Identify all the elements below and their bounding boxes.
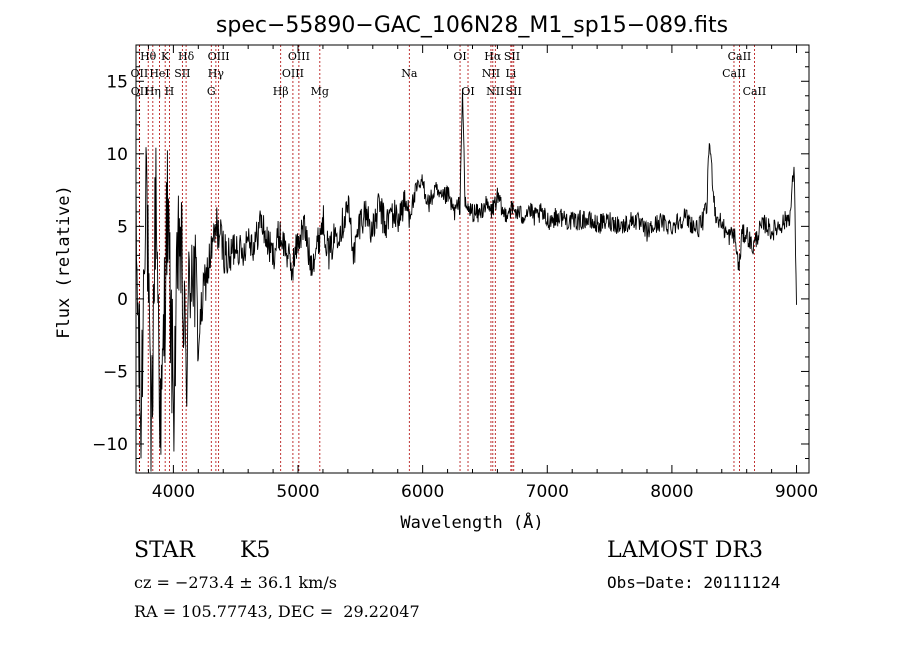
line-label: K bbox=[161, 50, 170, 63]
line-label: SII bbox=[504, 50, 520, 63]
line-label: SII bbox=[174, 67, 190, 80]
line-label: Li bbox=[505, 67, 516, 80]
object-class: STAR bbox=[134, 538, 195, 563]
line-label: Hγ bbox=[208, 67, 225, 80]
line-label: OII bbox=[131, 85, 149, 98]
line-label: Hθ bbox=[140, 50, 157, 63]
line-label: OI bbox=[461, 85, 474, 98]
line-label: CaII bbox=[728, 50, 752, 63]
line-label: H bbox=[165, 85, 175, 98]
line-label: OIII bbox=[282, 67, 304, 80]
x-axis-label: Wavelength (Å) bbox=[400, 511, 543, 533]
line-label: CaII bbox=[722, 67, 746, 80]
y-axis-label: Flux (relative) bbox=[54, 185, 74, 339]
line-label: NII bbox=[482, 67, 500, 80]
line-label: NII bbox=[486, 85, 504, 98]
y-tick-label: −10 bbox=[92, 435, 128, 455]
spectrum-line bbox=[135, 88, 797, 472]
x-axis-ticks: 4000 5000 6000 7000 8000 9000 bbox=[147, 45, 818, 502]
line-label: CaII bbox=[743, 85, 767, 98]
redshift-velocity: cz = −273.4 ± 36.1 km/s bbox=[134, 573, 337, 592]
y-tick-label: 15 bbox=[106, 72, 128, 92]
line-label: Hη bbox=[145, 85, 161, 98]
line-label: HeI bbox=[149, 67, 169, 80]
line-label: Hα bbox=[484, 50, 502, 63]
spectral-line-markers bbox=[138, 45, 755, 473]
y-tick-label: 5 bbox=[117, 217, 128, 237]
line-label: OII bbox=[131, 67, 149, 80]
line-label: OIII bbox=[288, 50, 310, 63]
plot-frame bbox=[135, 44, 810, 474]
chart-title: spec−55890−GAC_106N28_M1_sp15−089.fits bbox=[216, 13, 728, 38]
y-axis-ticks: −10 −5 0 5 10 15 bbox=[92, 51, 809, 459]
line-label: G bbox=[207, 85, 216, 98]
line-label: Mg bbox=[311, 85, 329, 98]
line-label: OIII bbox=[208, 50, 230, 63]
x-tick-label: 8000 bbox=[650, 482, 693, 502]
y-tick-label: −5 bbox=[103, 362, 128, 382]
line-label: Na bbox=[401, 67, 418, 80]
x-tick-label: 7000 bbox=[526, 482, 569, 502]
y-tick-label: 0 bbox=[117, 290, 128, 310]
x-tick-label: 9000 bbox=[775, 482, 818, 502]
survey-name: LAMOST DR3 bbox=[607, 538, 763, 563]
x-tick-label: 4000 bbox=[152, 482, 195, 502]
x-tick-label: 5000 bbox=[276, 482, 319, 502]
line-label: Hδ bbox=[178, 50, 195, 63]
spectrum-series bbox=[135, 88, 797, 472]
object-subclass: K5 bbox=[240, 538, 271, 563]
x-tick-label: 6000 bbox=[401, 482, 444, 502]
observation-date: Obs−Date: 20111124 bbox=[607, 573, 781, 592]
line-label: Hβ bbox=[273, 85, 289, 98]
line-label: SII bbox=[506, 85, 522, 98]
coordinates: RA = 105.77743, DEC = 29.22047 bbox=[134, 602, 420, 621]
y-tick-label: 10 bbox=[106, 145, 128, 165]
line-label: OI bbox=[453, 50, 466, 63]
